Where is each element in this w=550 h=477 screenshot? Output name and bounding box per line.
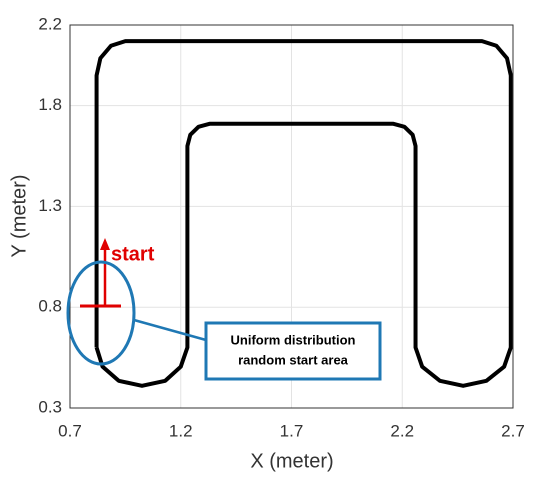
x-tick-label: 1.7 (280, 421, 304, 440)
callout-text: Uniform distribution (231, 332, 356, 347)
y-tick-label: 2.2 (38, 14, 62, 33)
x-tick-label: 2.7 (501, 421, 525, 440)
x-tick-label: 1.2 (169, 421, 193, 440)
y-tick-label: 0.3 (38, 397, 62, 416)
y-tick-label: 0.8 (38, 297, 62, 316)
y-tick-label: 1.8 (38, 95, 62, 114)
callout-text: random start area (238, 352, 349, 367)
start-area (66, 260, 136, 366)
x-tick-label: 2.2 (390, 421, 414, 440)
track-line (94, 39, 513, 388)
y-tick-label: 1.3 (38, 196, 62, 215)
callout-box (204, 321, 382, 381)
callout-pointer (133, 318, 207, 342)
x-tick-label: 0.7 (58, 421, 82, 440)
start-label: start (111, 243, 155, 265)
x-axis-label: X (meter) (250, 450, 333, 472)
y-axis-label: Y (meter) (8, 175, 30, 258)
start-arrowhead (100, 238, 110, 250)
plot-frame (69, 24, 514, 409)
